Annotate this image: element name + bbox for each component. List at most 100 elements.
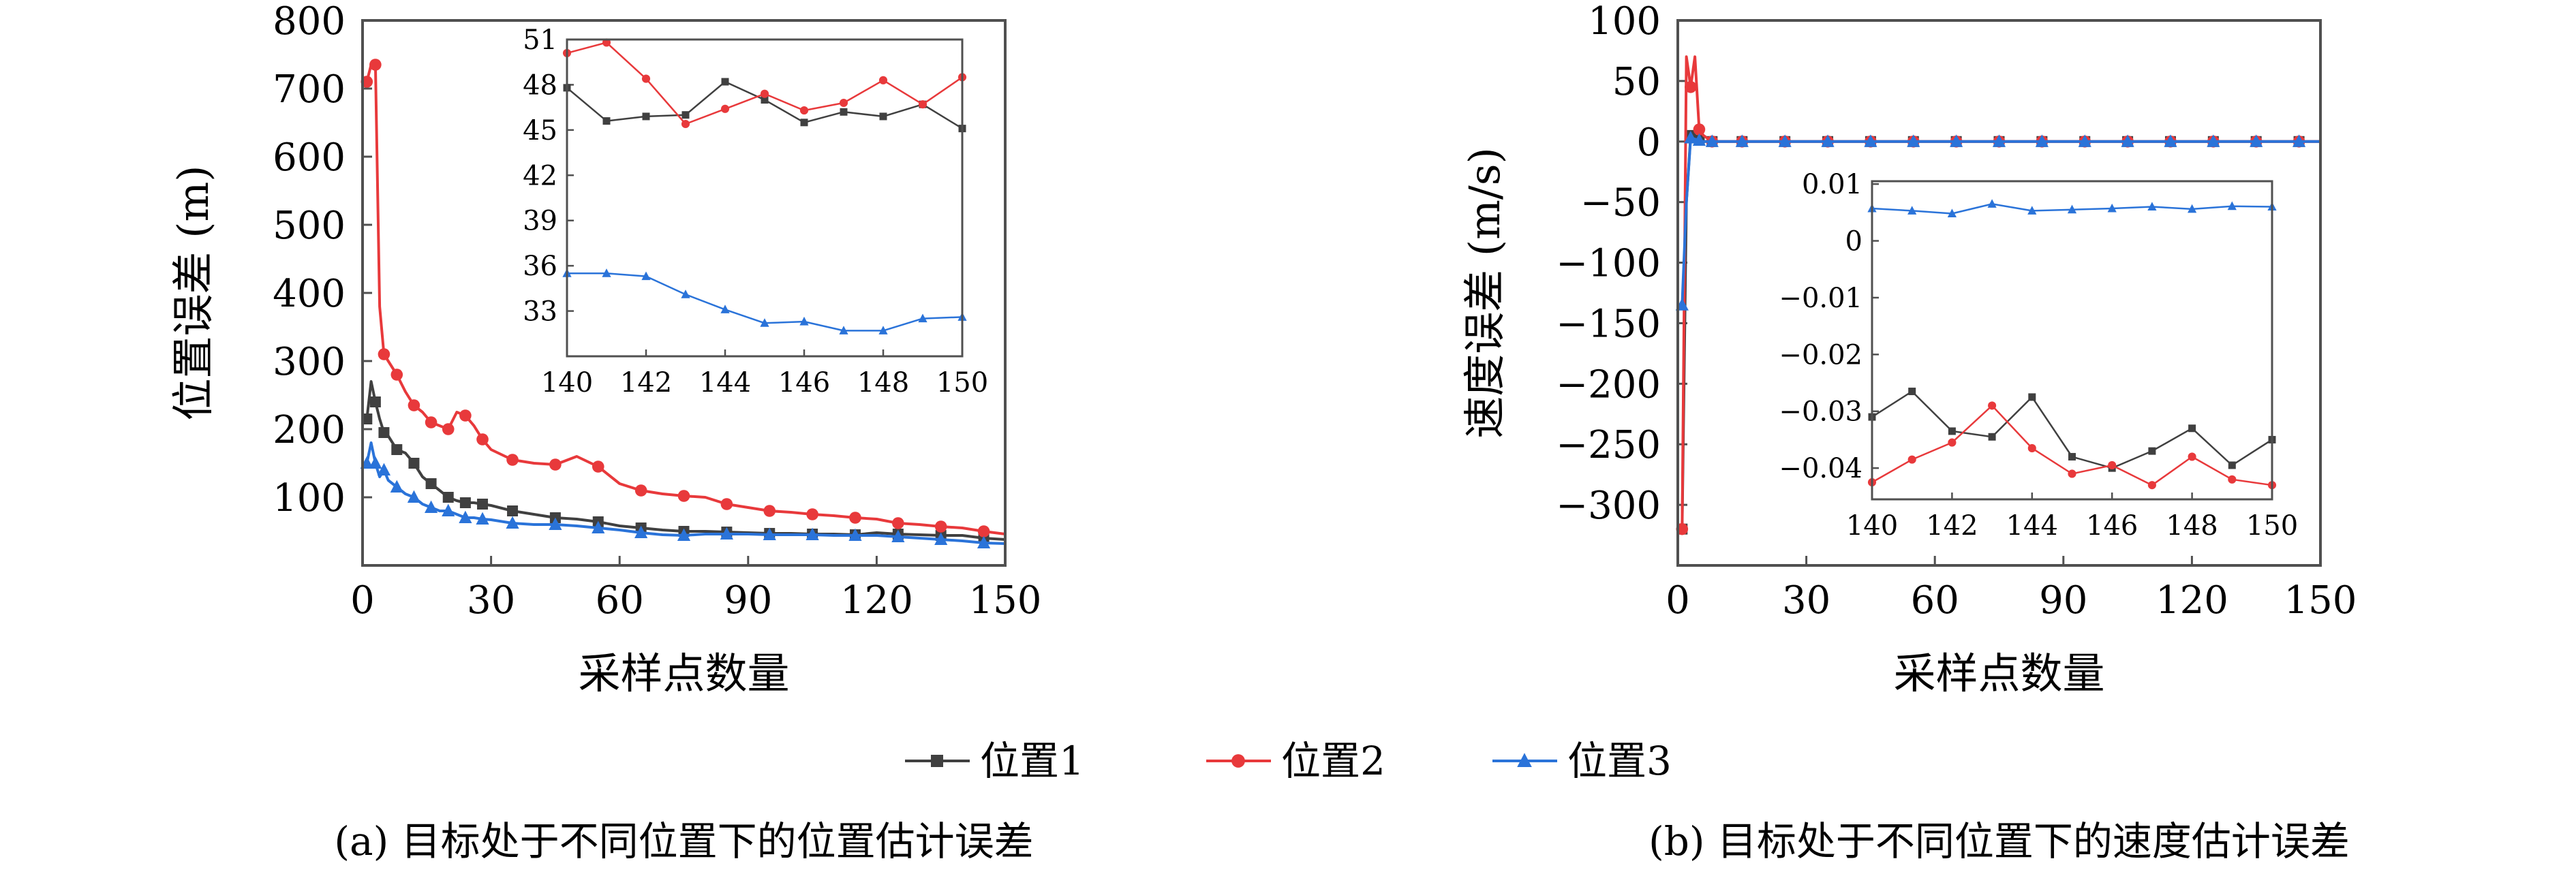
chart1-point-s2-38 [934, 520, 947, 533]
chart1-inset-point-s2-5 [760, 89, 769, 98]
chart1-point-s1-10 [425, 478, 437, 489]
chart1-inset-xtick-label-4: 148 [857, 367, 909, 399]
chart1-inset-ytick-label-6: 51 [523, 25, 557, 56]
chart1-point-s2-6 [390, 369, 403, 381]
chart1-inset-point-s2-8 [878, 76, 888, 84]
chart2-ytick-label-1: 50 [1612, 60, 1661, 104]
chart2-point-s3-30 [2207, 134, 2220, 147]
chart2-point-s3-34 [2292, 134, 2306, 147]
chart1-ytick-label-1: 200 [273, 408, 346, 452]
chart2-inset-xtick-label-3: 146 [2086, 510, 2138, 542]
chart2-caption: (b) 目标处于不同位置下的速度估计误差 [1649, 818, 2350, 864]
chart2-inset-xtick-label-4: 148 [2166, 510, 2218, 542]
chart2-inset-point-s3-7 [2147, 202, 2157, 211]
chart1-inset-point-s1-3 [681, 111, 690, 119]
chart2-inset-point-s3-2 [1947, 208, 1957, 218]
chart1-inset-point-s1-4 [721, 78, 729, 86]
chart1-point-s2-8 [408, 399, 420, 411]
chart1-inset-point-s2-6 [799, 106, 809, 115]
chart1-xtick-label-3: 90 [724, 578, 772, 623]
chart1-point-s2-32 [806, 508, 818, 520]
chart2-inset-point-s3-1 [1907, 206, 1917, 215]
chart1-inset-point-s2-7 [839, 98, 848, 108]
chart1-point-s2-4 [378, 348, 390, 360]
chart1-point-s3-30 [763, 527, 776, 540]
chart1-ylabel: 位置误差 (m) [168, 166, 218, 421]
chart1-point-s2-16 [476, 433, 489, 446]
chart1-group: 0 30 60 90 120 150 100 200 300 400 500 600 700 800 采样点… [168, 0, 1041, 864]
chart2-inset-point-s2-5 [2068, 469, 2076, 478]
chart1-inset: 140 142 144 146 148 150 33 36 39 42 45 48 51 [523, 25, 988, 399]
chart2-inset-point-s2-6 [2108, 461, 2117, 470]
chart2-point-s2-4 [1693, 123, 1706, 136]
chart1-ytick-label-5: 600 [273, 136, 346, 180]
chart1-point-s2-34 [849, 512, 861, 524]
chart1-point-s3-10 [424, 500, 438, 513]
chart2-ytick-label-4: −100 [1556, 242, 1661, 286]
chart2-inset-point-s3-5 [2067, 204, 2077, 214]
legend-marker-2 [1231, 754, 1245, 768]
chart1-inset-ytick-label-0: 33 [523, 296, 557, 328]
chart1-point-s3-26 [677, 528, 691, 541]
chart1-inset-point-s1-2 [642, 112, 650, 121]
chart2-point-s3-20 [1992, 134, 2006, 147]
chart1-ytick-label-4: 500 [273, 204, 346, 248]
chart2-inset-ytick-label-1: 0 [1845, 226, 1862, 257]
chart1-inset-ytick-label-3: 42 [523, 160, 557, 191]
chart1-point-s3-18 [506, 516, 519, 529]
chart1-point-s1-18 [507, 505, 519, 516]
chart2-inset-point-s1-4 [2028, 393, 2036, 401]
chart2-ytick-label-3: −50 [1580, 181, 1661, 225]
chart1-inset-xtick-label-1: 142 [620, 367, 672, 399]
legend: 位置1 位置2 位置3 [905, 738, 1672, 784]
chart1-point-s2-30 [763, 505, 776, 517]
chart2-inset-xtick-label-0: 140 [1846, 510, 1898, 542]
chart2-point-s3-28 [2164, 134, 2177, 147]
chart1-point-s3-24 [634, 525, 648, 538]
chart1-caption: (a) 目标处于不同位置下的位置估计误差 [334, 818, 1033, 864]
chart2-inset-point-s2-7 [2147, 481, 2156, 490]
chart2-inset-point-s2-8 [2188, 452, 2196, 461]
chart2-point-s3-8 [1735, 134, 1749, 147]
chart1-inset-ytick-label-5: 48 [523, 69, 557, 101]
chart1-ytick-label-6: 700 [273, 67, 346, 112]
chart2-point-s3-18 [1950, 134, 1963, 147]
chart1-point-s1-4 [378, 427, 390, 438]
chart2-point-s3-4 [1692, 133, 1706, 146]
chart1-point-s2-10 [425, 416, 438, 428]
chart1-ytick-label-3: 400 [273, 272, 346, 316]
chart2-ytick-label-2: 0 [1636, 121, 1661, 165]
chart1-ytick-label-0: 100 [273, 476, 346, 520]
chart2-inset-point-s3-4 [2027, 206, 2037, 215]
chart2-inset-xtick-label-5: 150 [2246, 510, 2298, 542]
chart2-inset: 140 142 144 146 148 150 0.01 0 −0.01 −0.02 −0.03 −0… [1779, 169, 2298, 542]
chart2-inset-point-s1-7 [2148, 447, 2156, 455]
chart1-xtick-label-0: 0 [350, 578, 375, 623]
chart1-inset-point-s3-1 [602, 268, 611, 277]
chart2-inset-ytick-label-2: −0.01 [1779, 283, 1862, 314]
chart1-point-s2-22 [592, 461, 604, 473]
chart1-point-s3-34 [848, 528, 862, 541]
chart1-point-s1-14 [459, 497, 471, 508]
chart1-ytick-label-2: 300 [273, 340, 346, 384]
chart1-point-s1-8 [408, 458, 420, 469]
legend-marker-1 [931, 755, 943, 767]
legend-label-1: 位置1 [980, 738, 1084, 784]
chart2-inset-point-s2-4 [2027, 443, 2036, 452]
chart1-point-s1-16 [477, 499, 489, 510]
chart2-inset-xtick-label-2: 144 [2006, 510, 2058, 542]
chart1-point-s3-14 [459, 510, 472, 523]
chart1-inset-ytick-label-1: 36 [523, 251, 557, 282]
chart2-inset-point-s1-9 [2228, 461, 2236, 469]
chart2-inset-point-s3-8 [2188, 204, 2197, 213]
chart1-point-s3-4 [377, 463, 391, 475]
chart2-inset-point-s2-2 [1948, 438, 1957, 447]
chart1-point-s1-0 [361, 413, 373, 424]
chart1-inset-point-s3-7 [839, 326, 848, 334]
chart1-point-s3-2 [369, 456, 382, 469]
chart1-inset-point-s1-1 [602, 117, 611, 125]
chart1-point-s2-20 [549, 458, 562, 471]
chart1-point-s3-6 [390, 480, 403, 493]
chart1-xlabel: 采样点数量 [578, 649, 789, 698]
